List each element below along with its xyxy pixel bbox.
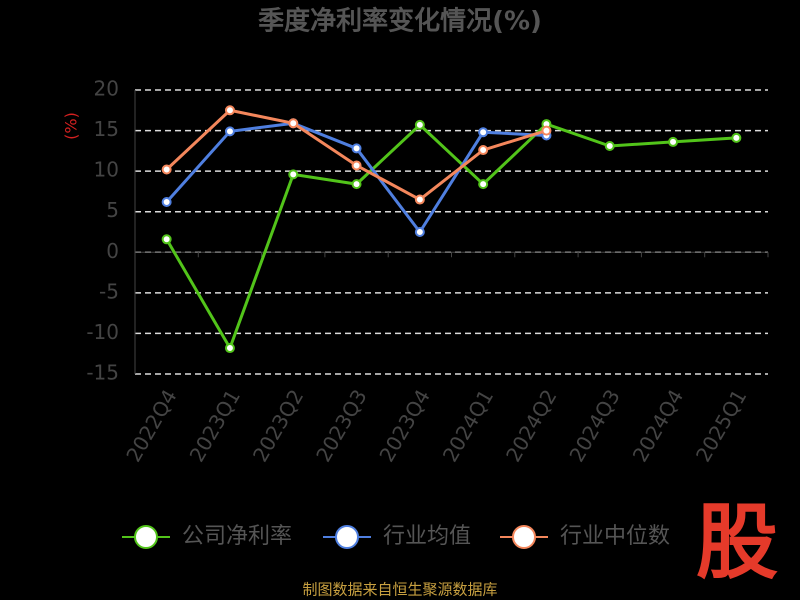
legend-marker xyxy=(335,525,359,549)
data-point xyxy=(478,179,489,190)
data-point xyxy=(161,234,172,245)
y-tick-label: -10 xyxy=(86,320,119,344)
y-tick-label: 5 xyxy=(106,198,119,222)
data-point xyxy=(478,145,489,156)
data-point xyxy=(351,160,362,171)
source-note: 制图数据来自恒生聚源数据库 xyxy=(302,581,497,599)
legend-marker xyxy=(512,525,536,549)
data-point xyxy=(604,140,615,151)
x-tick-label: 2023Q1 xyxy=(185,385,245,466)
y-tick-label: 0 xyxy=(106,239,119,263)
legend-label: 行业中位数 xyxy=(560,524,670,549)
x-tick-label: 2025Q1 xyxy=(691,385,751,466)
data-point xyxy=(224,343,235,354)
x-tick-label: 2023Q3 xyxy=(311,385,371,466)
x-tick-label: 2024Q1 xyxy=(438,385,498,466)
series-line xyxy=(165,122,737,352)
data-point xyxy=(541,125,552,136)
data-point xyxy=(224,105,235,116)
x-tick-label: 2024Q2 xyxy=(501,385,561,466)
data-point xyxy=(414,119,425,130)
data-point xyxy=(288,169,299,180)
y-tick-label: -5 xyxy=(99,279,119,303)
data-point xyxy=(731,132,742,143)
data-point xyxy=(224,126,235,137)
data-point xyxy=(478,127,489,138)
data-point xyxy=(351,143,362,154)
data-point xyxy=(161,164,172,175)
x-tick-label: 2023Q4 xyxy=(374,385,434,466)
y-axis-label: (%) xyxy=(62,112,81,140)
chart-title: 季度净利率变化情况(%) xyxy=(258,6,542,37)
x-tick-label: 2023Q2 xyxy=(248,385,308,466)
data-point xyxy=(414,227,425,237)
x-tick-label: 2024Q3 xyxy=(564,385,624,466)
y-tick-label: 15 xyxy=(94,117,119,141)
legend-label: 公司净利率 xyxy=(182,524,292,549)
logo: 股 xyxy=(696,495,778,590)
data-point xyxy=(414,194,425,205)
data-point xyxy=(351,179,362,190)
data-point xyxy=(288,118,299,129)
legend-label: 行业均值 xyxy=(383,524,471,549)
data-point xyxy=(161,196,172,207)
y-tick-label: -15 xyxy=(86,361,119,385)
y-tick-label: 10 xyxy=(94,158,119,182)
legend-marker xyxy=(134,525,158,549)
y-tick-label: 20 xyxy=(94,77,119,101)
data-point xyxy=(668,136,679,147)
x-tick-label: 2024Q4 xyxy=(628,385,688,466)
x-tick-label: 2022Q4 xyxy=(121,385,181,466)
